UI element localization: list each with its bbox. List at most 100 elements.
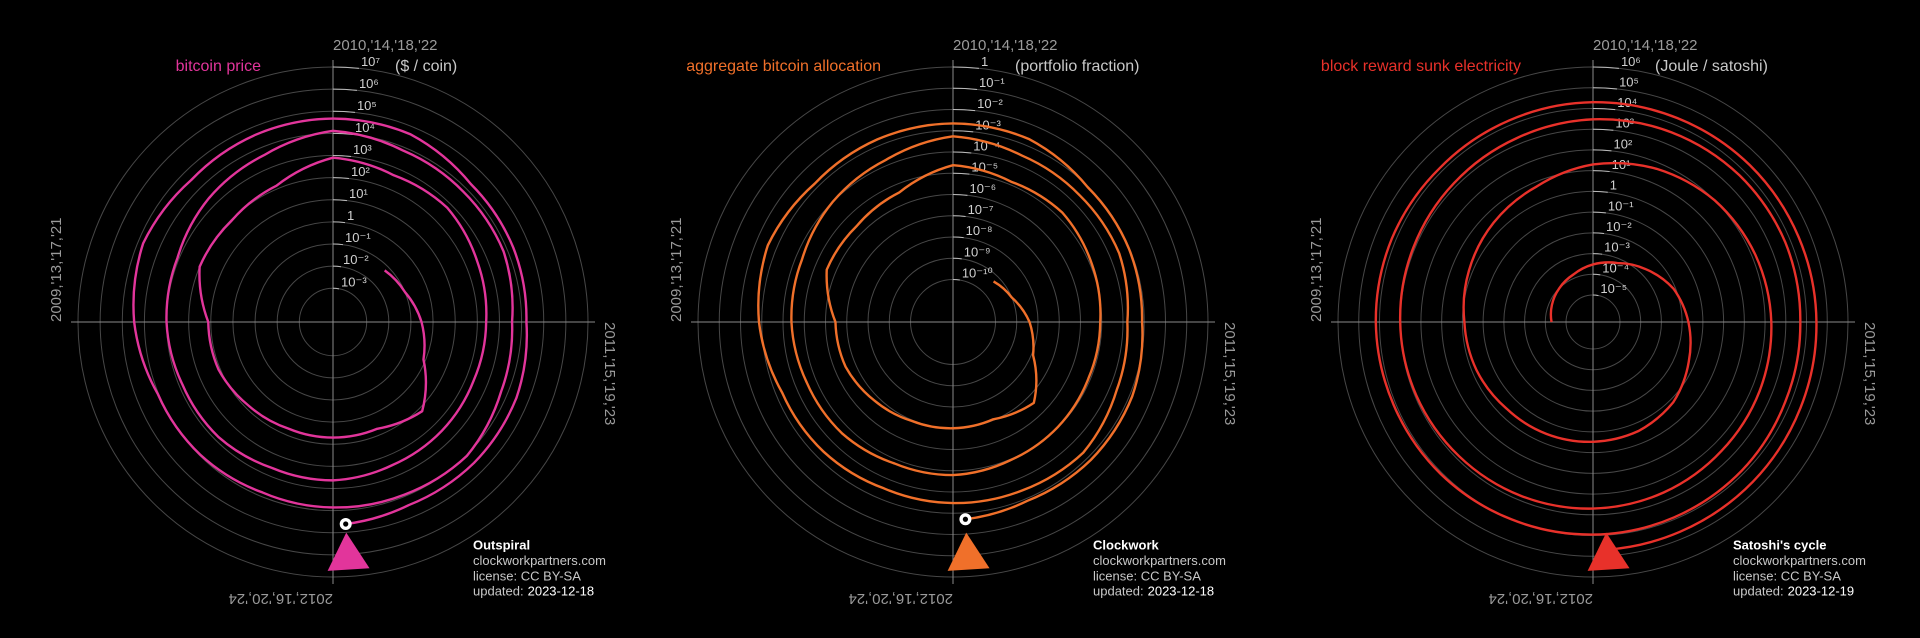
tick-leader (1592, 87, 1618, 90)
credit-license: license: CC BY-SA (473, 568, 581, 583)
tick-leader (1592, 149, 1612, 152)
spiral-panel: 2010,'14,'18,'22 2011,'15,'19,'23 2012,'16… (48, 37, 618, 607)
angle-label: 2012,'16,'20,'24 (228, 590, 333, 607)
tick-leader (952, 194, 968, 196)
tick-leader (952, 257, 962, 260)
tick-leader (332, 155, 352, 157)
angle-label: 2010,'14,'18,'22 (333, 37, 438, 54)
credit-updated: updated: 2023-12-18 (473, 584, 594, 599)
y-tick-label: 10⁷ (361, 54, 380, 69)
tick-leader (1592, 294, 1599, 297)
y-tick-label: 10⁻⁸ (966, 223, 993, 238)
tick-leader (332, 221, 346, 224)
credit-updated: updated: 2023-12-18 (1093, 584, 1214, 599)
y-tick-label: 10⁵ (357, 98, 377, 113)
tick-leader (332, 243, 344, 246)
y-tick-label: 1 (347, 208, 354, 223)
angle-label: 2009,'13,'17,'21 (1308, 217, 1325, 322)
y-tick-label: 10⁻¹ (345, 230, 371, 245)
tick-leader (952, 151, 972, 154)
tick-leader (332, 199, 348, 202)
credit-site: clockworkpartners.com (1093, 553, 1226, 568)
chart-title: bitcoin price (176, 58, 261, 75)
angle-label: 2010,'14,'18,'22 (953, 37, 1058, 54)
spiral-line (757, 122, 1144, 521)
y-tick-label: 10⁻² (1606, 219, 1632, 234)
chart-title: aggregate bitcoin allocation (686, 58, 881, 75)
y-tick-label: 10⁻⁹ (964, 244, 991, 259)
y-tick-label: 10⁻⁵ (971, 160, 998, 175)
y-tick-label: 10² (1613, 136, 1632, 151)
y-tick-label: 10⁶ (359, 76, 379, 91)
angle-label: 2012,'16,'20,'24 (1488, 590, 1593, 607)
end-marker-core (962, 516, 969, 522)
angle-label: 2012,'16,'20,'24 (848, 590, 953, 607)
y-tick-label: 10⁵ (1619, 74, 1639, 89)
credit-name: Outspiral (473, 537, 530, 552)
spiral-panel: 2010,'14,'18,'22 2011,'15,'19,'23 2012,'16… (1308, 37, 1878, 607)
tick-leader (1592, 253, 1603, 255)
now-indicator (947, 532, 990, 571)
y-tick-label: 10⁶ (1621, 54, 1641, 69)
y-tick-label: 1 (981, 54, 988, 69)
updated-date: 2023-12-18 (528, 584, 595, 599)
spiral-line (132, 117, 529, 526)
tick-leader (952, 279, 960, 281)
tick-leader (952, 130, 974, 133)
tick-leader (332, 265, 342, 268)
updated-label: updated: (473, 584, 524, 599)
y-tick-label: 10⁻¹⁰ (962, 265, 993, 280)
tick-leader (332, 177, 350, 180)
unit-label: (portfolio fraction) (1015, 58, 1140, 75)
y-tick-label: 10⁻⁴ (973, 138, 1000, 153)
updated-date: 2023-12-18 (1148, 584, 1215, 599)
tick-leader (332, 287, 340, 290)
tick-leader (1592, 232, 1605, 235)
tick-leader (1592, 211, 1606, 214)
y-tick-label: 10¹ (1612, 157, 1631, 172)
angle-label: 2011,'15,'19,'23 (1861, 322, 1878, 425)
tick-leader (1592, 66, 1620, 69)
tick-leader (952, 109, 976, 112)
now-indicator (327, 532, 370, 571)
updated-label: updated: (1093, 584, 1144, 599)
angle-label: 2010,'14,'18,'22 (1593, 37, 1698, 54)
credit-name: Satoshi's cycle (1733, 537, 1826, 552)
y-tick-label: 10⁻¹ (1608, 198, 1634, 213)
y-tick-label: 10⁻¹ (979, 75, 1005, 90)
y-tick-label: 10¹ (349, 186, 368, 201)
y-tick-label: 10⁻³ (1604, 240, 1630, 255)
end-marker-core (343, 521, 349, 527)
credit-license: license: CC BY-SA (1733, 568, 1841, 583)
y-tick-label: 10³ (1615, 116, 1634, 131)
angle-label: 2009,'13,'17,'21 (48, 217, 65, 322)
tick-leader (1592, 170, 1610, 173)
tick-leader (952, 172, 970, 175)
tick-leader (952, 236, 964, 239)
y-tick-label: 10² (351, 164, 370, 179)
y-tick-label: 10³ (353, 142, 372, 157)
credit-updated: updated: 2023-12-19 (1733, 584, 1854, 599)
credit-site: clockworkpartners.com (473, 553, 606, 568)
tick-leader (1592, 107, 1616, 111)
y-tick-label: 10⁻⁵ (1600, 281, 1627, 296)
tick-leader (952, 215, 966, 217)
unit-label: (Joule / satoshi) (1655, 58, 1768, 75)
tick-leader (1592, 273, 1601, 276)
credit-site: clockworkpartners.com (1733, 553, 1866, 568)
updated-date: 2023-12-19 (1788, 584, 1855, 599)
now-indicator (1587, 532, 1630, 571)
y-tick-label: 10⁻² (977, 96, 1003, 111)
y-tick-label: 10⁴ (355, 120, 375, 135)
tick-leader (1592, 190, 1608, 193)
updated-label: updated: (1733, 584, 1784, 599)
tick-leader (332, 88, 358, 91)
y-tick-label: 10⁻³ (341, 274, 367, 289)
tick-leader (952, 66, 980, 69)
credit-name: Clockwork (1093, 537, 1160, 552)
tick-leader (952, 87, 978, 90)
spiral-line (1374, 101, 1818, 551)
